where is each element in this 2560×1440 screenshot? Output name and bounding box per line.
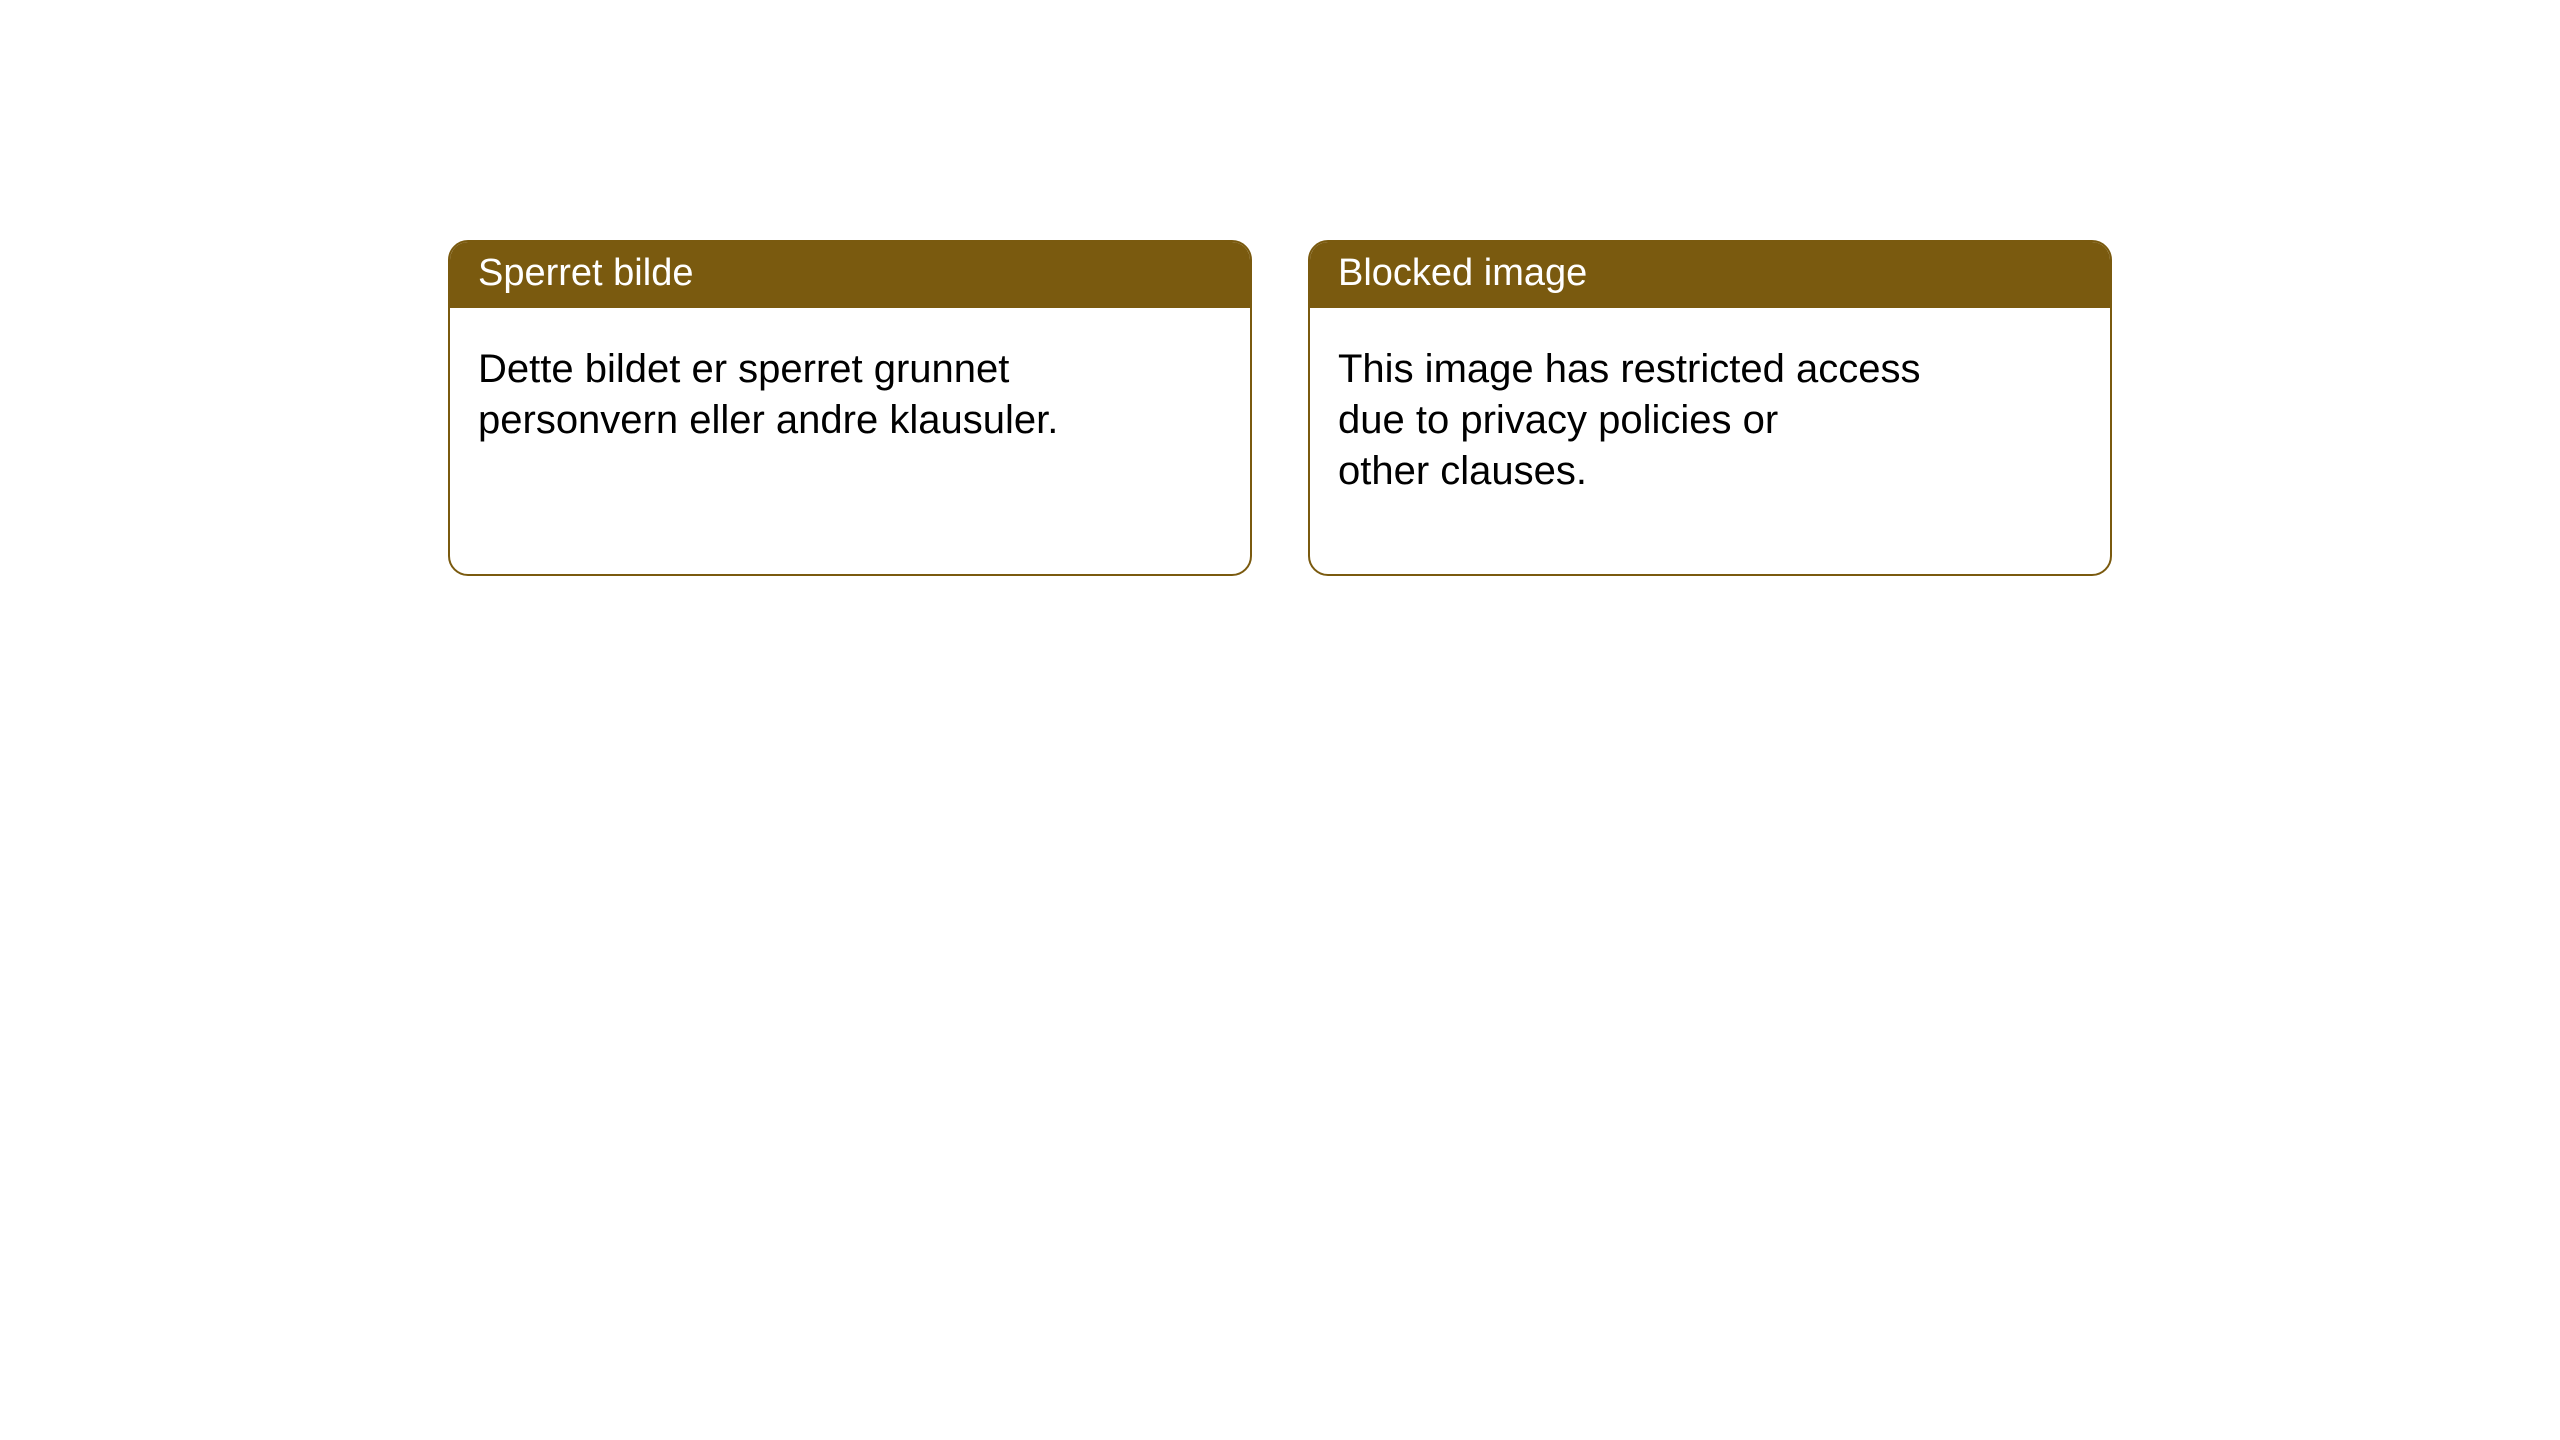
notice-card-body: This image has restricted access due to …	[1310, 308, 2110, 526]
notice-card-body: Dette bildet er sperret grunnet personve…	[450, 308, 1250, 474]
notice-card-title: Blocked image	[1310, 242, 2110, 308]
notice-card-no: Sperret bilde Dette bildet er sperret gr…	[448, 240, 1252, 576]
notice-card-en: Blocked image This image has restricted …	[1308, 240, 2112, 576]
notice-cards-row: Sperret bilde Dette bildet er sperret gr…	[448, 240, 2112, 576]
notice-card-title: Sperret bilde	[450, 242, 1250, 308]
